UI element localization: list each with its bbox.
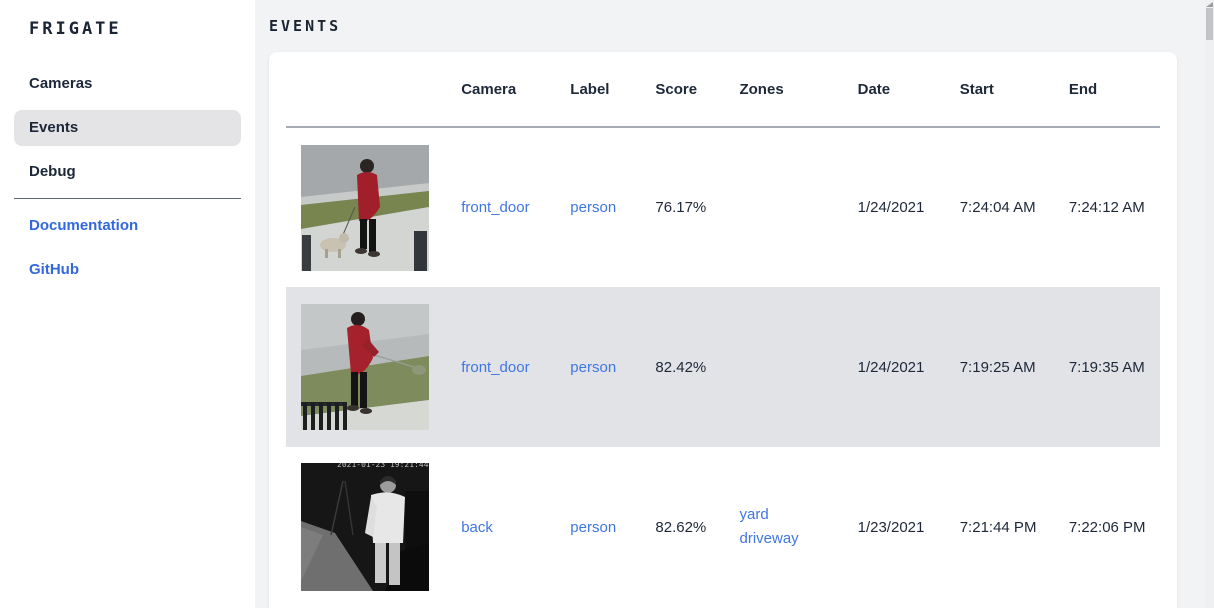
- sidebar-link-github[interactable]: GitHub: [29, 261, 79, 278]
- scrollbar-thumb[interactable]: [1206, 8, 1213, 40]
- start-value: 7:19:25 AM: [959, 287, 1069, 447]
- sidebar-item-events[interactable]: Events: [14, 110, 241, 146]
- event-thumbnail[interactable]: 2021-01-23 19:21:44: [301, 463, 429, 591]
- events-card: Camera Label Score Zones Date Start End: [269, 52, 1177, 608]
- column-header-zones: Zones: [739, 52, 858, 128]
- camera-link[interactable]: front_door: [461, 358, 530, 376]
- column-header-start: Start: [959, 52, 1069, 128]
- zones-cell: [739, 287, 858, 447]
- table-header-row: Camera Label Score Zones Date Start End: [286, 52, 1160, 128]
- scroll-corner-icon: [1206, 2, 1213, 7]
- event-row[interactable]: 2021-01-23 19:21:44 back person 82.62% y…: [286, 447, 1160, 607]
- start-value: 7:21:44 PM: [959, 518, 1037, 536]
- label-link[interactable]: person: [570, 199, 617, 216]
- camera-link[interactable]: front_door: [461, 199, 530, 216]
- score-value: 82.42%: [655, 287, 740, 447]
- column-header-label: Label: [570, 52, 656, 128]
- sidebar-nav: Cameras Events Debug: [0, 66, 255, 190]
- date-value: 1/23/2021: [857, 518, 925, 536]
- scrollbar[interactable]: [1205, 0, 1214, 608]
- sidebar: FRIGATE Cameras Events Debug Documentati…: [0, 0, 255, 608]
- zones-cell: [739, 127, 857, 287]
- event-thumbnail[interactable]: [301, 144, 429, 271]
- end-value: 7:22:06 PM: [1068, 518, 1146, 536]
- event-thumbnail[interactable]: [301, 304, 429, 430]
- event-row[interactable]: front_door person 76.17% 1/24/2021 7:24:…: [286, 127, 1160, 287]
- zone-link[interactable]: yard: [739, 506, 769, 523]
- label-link[interactable]: person: [570, 518, 617, 536]
- zones-cell: yard driveway: [739, 447, 857, 607]
- column-header-score: Score: [655, 52, 740, 128]
- page-title: EVENTS: [269, 17, 342, 35]
- column-header-date: Date: [857, 52, 960, 128]
- sidebar-link-documentation[interactable]: Documentation: [29, 217, 139, 234]
- thumbnail-timestamp-overlay: 2021-01-23 19:21:44: [337, 463, 429, 469]
- date-value: 1/24/2021: [857, 199, 925, 216]
- sidebar-item-debug[interactable]: Debug: [29, 163, 76, 180]
- score-value: 82.62%: [655, 518, 707, 536]
- start-value: 7:24:04 AM: [959, 199, 1036, 216]
- date-value: 1/24/2021: [857, 287, 960, 447]
- column-header-camera: Camera: [461, 52, 571, 128]
- sidebar-item-cameras[interactable]: Cameras: [29, 75, 93, 92]
- camera-link[interactable]: back: [461, 518, 493, 536]
- end-value: 7:19:35 AM: [1068, 287, 1160, 447]
- column-header-end: End: [1068, 52, 1160, 128]
- end-value: 7:24:12 AM: [1068, 199, 1145, 216]
- score-value: 76.17%: [655, 199, 707, 216]
- column-header-thumbnail: [286, 52, 462, 128]
- app-logo: FRIGATE: [29, 19, 122, 39]
- events-table: Camera Label Score Zones Date Start End: [286, 52, 1160, 607]
- zone-link[interactable]: driveway: [739, 530, 799, 547]
- event-row-selected[interactable]: front_door person 82.42% 1/24/2021 7:19:…: [286, 287, 1160, 447]
- label-link[interactable]: person: [570, 358, 617, 376]
- sidebar-divider: [14, 198, 241, 199]
